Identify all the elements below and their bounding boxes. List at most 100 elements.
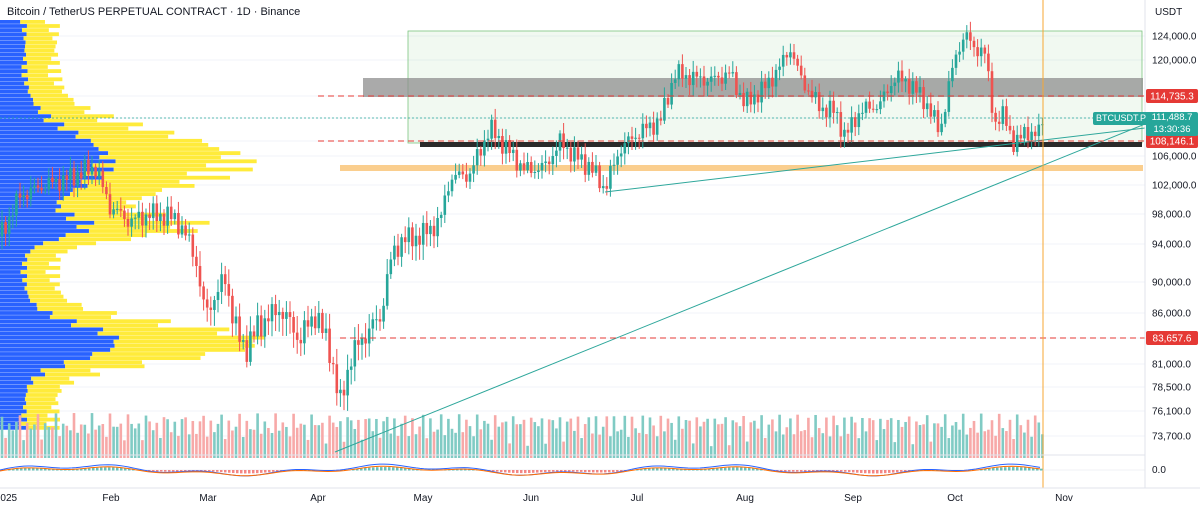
candle-body (331, 362, 335, 365)
x-tick-label: Jul (631, 493, 644, 504)
macd-histogram-bar (236, 470, 239, 474)
candle-body (238, 316, 241, 342)
candle-body (749, 91, 753, 105)
candle-body (274, 304, 277, 316)
candle-body (587, 161, 591, 175)
candle-body (22, 194, 25, 198)
volume-bar (385, 416, 389, 458)
volume-bar (925, 415, 929, 458)
volume-bar (97, 425, 101, 458)
profile-sell-bar (27, 266, 61, 270)
macd-histogram-bar (680, 468, 683, 471)
candle-body (565, 147, 569, 149)
x-tick-label: Sep (844, 493, 862, 504)
volume-bar (889, 418, 893, 458)
profile-sell-bar (94, 220, 210, 225)
candle-body (115, 208, 119, 210)
profile-buy-bar (0, 77, 29, 82)
volume-bar (911, 444, 915, 458)
volume-bar (915, 421, 918, 458)
macd-histogram-bar (44, 468, 47, 471)
candle-body (51, 177, 54, 182)
volume-bar (727, 445, 731, 458)
volume-bar (843, 417, 846, 458)
candle-body (83, 159, 87, 179)
candle-body (609, 165, 612, 189)
candle-body (18, 193, 22, 198)
candle-body (209, 307, 213, 310)
candle-body (1019, 134, 1023, 139)
profile-buy-bar (0, 352, 93, 356)
macd-histogram-bar (992, 468, 995, 471)
symbol-tag: BTCUSDT.P (1093, 112, 1150, 125)
volume-bar (83, 424, 87, 458)
candle-body (159, 213, 162, 222)
candle-body (760, 81, 763, 103)
candle-body (666, 98, 670, 105)
profile-sell-bar (37, 307, 84, 311)
volume-bar (241, 436, 245, 458)
candle-body (871, 108, 875, 110)
candle-body (918, 87, 922, 93)
macd-histogram-bar (848, 470, 851, 473)
profile-buy-bar (0, 257, 28, 262)
candle-body (457, 171, 461, 175)
macd-histogram-bar (984, 468, 987, 471)
candle-body (544, 161, 547, 163)
candle-body (126, 218, 130, 227)
macd-histogram-bar (732, 467, 735, 471)
profile-buy-bar (0, 343, 115, 348)
profile-buy-bar (0, 405, 24, 410)
profile-buy-bar (0, 65, 22, 69)
volume-bar (231, 430, 234, 458)
candle-body (810, 90, 814, 98)
volume-bar (857, 438, 861, 458)
profile-buy-bar (0, 192, 71, 196)
profile-buy-bar (0, 319, 77, 324)
volume-bar (720, 423, 724, 458)
volume-bar (943, 414, 947, 458)
candle-body (7, 216, 11, 234)
volume-bar (317, 425, 321, 458)
candle-body (670, 82, 673, 105)
profile-sell-bar (49, 315, 112, 319)
volume-bar (393, 418, 396, 458)
volume-bar (871, 420, 875, 458)
profile-buy-bar (0, 413, 22, 418)
profile-sell-bar (30, 249, 68, 254)
volume-bar (627, 436, 630, 458)
volume-bar (76, 432, 79, 458)
volume-bar (983, 431, 987, 458)
volume-bar (583, 424, 587, 458)
candle-body (425, 222, 429, 235)
profile-sell-bar (23, 405, 52, 410)
profile-sell-bar (118, 335, 265, 340)
volume-bar (976, 432, 979, 458)
current-price-box: 111,488.7 13:30:36 (1146, 112, 1198, 136)
volume-bar (15, 421, 18, 458)
price-level-label: 114,735.3 (1150, 92, 1194, 103)
profile-buy-bar (0, 151, 109, 155)
volume-bar (681, 428, 684, 458)
profile-buy-bar (0, 253, 26, 258)
candle-body (673, 79, 677, 83)
currency-label[interactable]: USDT (1155, 7, 1183, 18)
volume-bar (853, 422, 857, 458)
candle-body (259, 315, 263, 337)
volume-bar (105, 436, 108, 458)
volume-bar (972, 420, 976, 458)
candle-body (742, 92, 745, 107)
candle-body (483, 140, 486, 156)
profile-buy-bar (0, 348, 111, 352)
macd-histogram-bar (492, 470, 495, 472)
macd-histogram-bar (180, 470, 183, 472)
macd-histogram-bar (648, 468, 651, 471)
volume-bar (850, 416, 853, 458)
profile-buy-bar (0, 331, 98, 336)
macd-histogram-bar (876, 470, 879, 474)
candle-body (547, 161, 551, 165)
x-tick-label: Nov (1055, 493, 1073, 504)
volume-bar (825, 417, 828, 458)
